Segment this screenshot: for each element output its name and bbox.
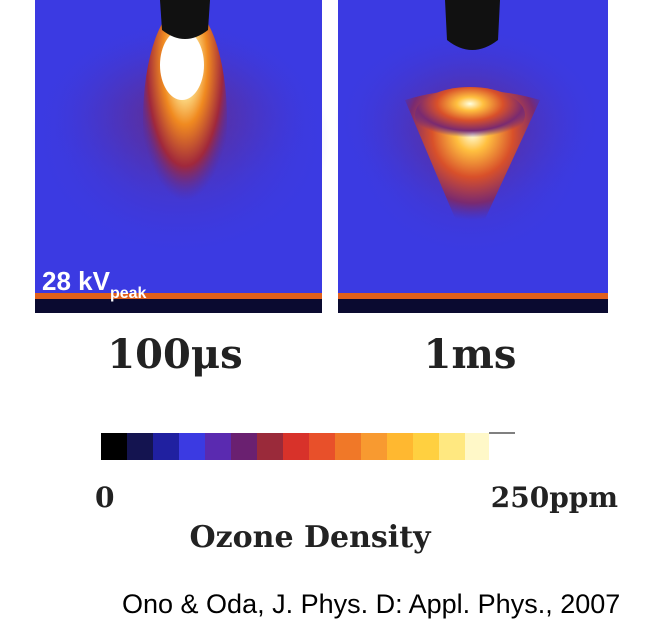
colorbar-max-label: 250ppm (491, 481, 618, 514)
time-label: 1ms (424, 331, 517, 378)
colorbar-title: Ozone Density (189, 520, 432, 555)
image-panel-2 (335, 0, 608, 313)
voltage-value: 28 kV (42, 266, 111, 296)
time-label: 100μs (107, 331, 242, 378)
voltage-subscript: peak (110, 285, 147, 302)
caption: Ono & Oda, J. Phys. D: Appl. Phys., 2007 (122, 589, 620, 619)
colorbar (101, 433, 515, 460)
image-panel-1: 28 kVpeak (30, 0, 330, 313)
colorbar-min-label: 0 (95, 481, 114, 514)
figure: 28 kVpeak 100μs 1ms 0 250ppm Ozone Densi… (0, 0, 669, 626)
